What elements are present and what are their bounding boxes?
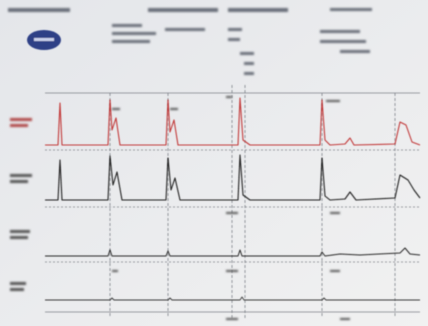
annotation-smudge [330, 270, 340, 272]
annotation-smudge [170, 108, 178, 110]
page: (() => { const data = JSON.parse(documen… [0, 0, 428, 326]
text-smudge [320, 40, 366, 43]
annotation-smudge [226, 96, 232, 98]
annotation-smudge [112, 108, 120, 110]
paper [0, 0, 428, 326]
printout-photo [0, 0, 428, 326]
text-smudge [228, 38, 240, 41]
channel-label [10, 180, 28, 183]
text-smudge [330, 8, 372, 11]
text-smudge [244, 62, 254, 65]
text-smudge [148, 8, 218, 12]
text-smudge [165, 28, 205, 31]
text-smudge [112, 32, 156, 35]
annotation-smudge [326, 100, 340, 102]
annotation-smudge [340, 318, 350, 320]
text-smudge [240, 52, 254, 55]
text-smudge [244, 72, 254, 75]
text-smudge [228, 8, 288, 12]
text-smudge [320, 30, 360, 33]
channel-label [10, 118, 32, 121]
channel-label [10, 230, 30, 233]
text-smudge [228, 28, 242, 31]
text-smudge [8, 8, 70, 12]
text-smudge [340, 50, 370, 53]
annotation-smudge [226, 212, 238, 214]
annotation-smudge [226, 318, 238, 320]
channel-label [10, 124, 28, 127]
logo [27, 30, 61, 50]
channel-label [10, 282, 26, 285]
channel-label [10, 236, 28, 239]
text-smudge [112, 24, 142, 27]
annotation-smudge [226, 270, 238, 272]
logo-text [34, 38, 54, 41]
channel-label [10, 174, 32, 177]
text-smudge [112, 40, 150, 43]
annotation-smudge [112, 270, 118, 272]
annotation-smudge [330, 212, 340, 214]
channel-label [10, 288, 24, 291]
